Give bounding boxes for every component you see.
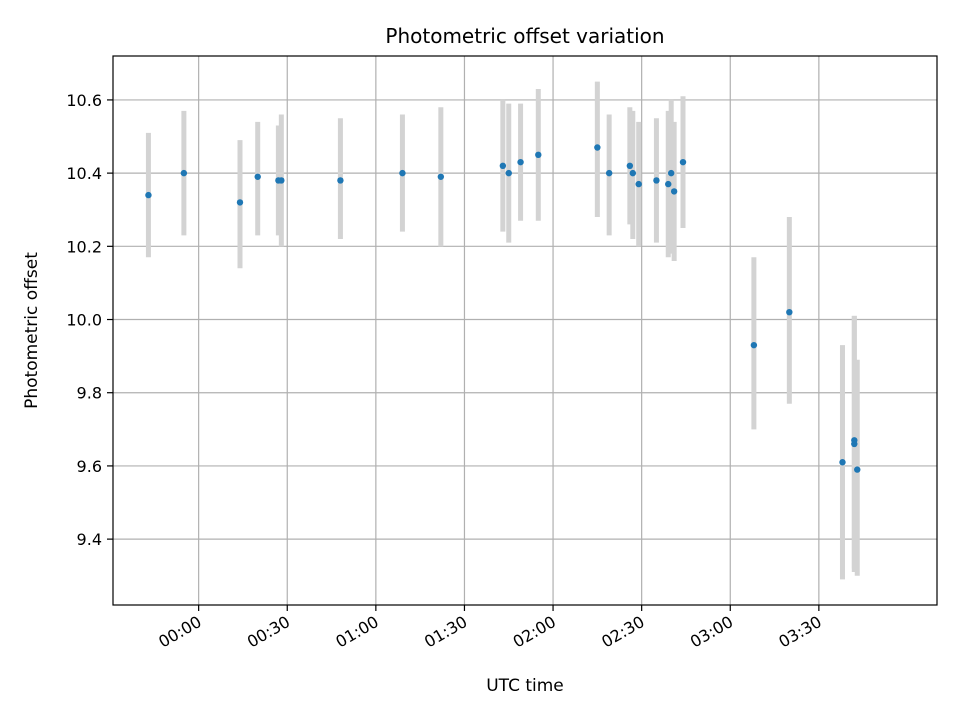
data-point [605,169,613,177]
data-point [505,169,512,177]
data-point [399,169,406,177]
data-point [517,158,524,166]
data-point [635,180,642,188]
data-point [236,199,244,206]
data-point [653,177,660,184]
data-point [786,309,793,316]
chart-title: Photometric offset variation [385,24,664,48]
y-axis-title: Photometric offset [22,252,42,409]
data-point [337,177,344,184]
data-point [594,144,601,151]
x-axis-title: UTC time [486,676,564,696]
data-point [665,180,672,188]
plot-frame [112,55,938,606]
data-points [145,144,861,473]
y-tick-label: 9.4 [77,530,102,549]
y-tick-label: 9.8 [77,384,102,403]
y-tick-label: 10.2 [66,237,102,256]
data-point [180,169,188,177]
data-point [851,437,858,444]
y-tick-label: 9.6 [77,457,102,476]
data-point [278,177,285,184]
grid [113,56,937,605]
data-point [839,459,846,466]
data-point [535,151,542,159]
data-point [854,466,861,473]
data-point [667,169,675,177]
y-tick-label: 10.4 [66,164,102,183]
y-axis: 9.4 9.6 9.8 10.0 10.2 10.4 10.6 [66,91,113,549]
data-point [626,162,634,169]
data-point [145,191,152,199]
y-tick-label: 10.0 [66,311,102,330]
data-point [254,173,261,180]
data-point [499,162,507,169]
y-tick-label: 10.6 [66,91,102,110]
data-point [629,169,636,177]
data-point [679,158,687,166]
data-point [437,173,445,180]
data-point [750,341,758,349]
data-point [670,188,678,195]
